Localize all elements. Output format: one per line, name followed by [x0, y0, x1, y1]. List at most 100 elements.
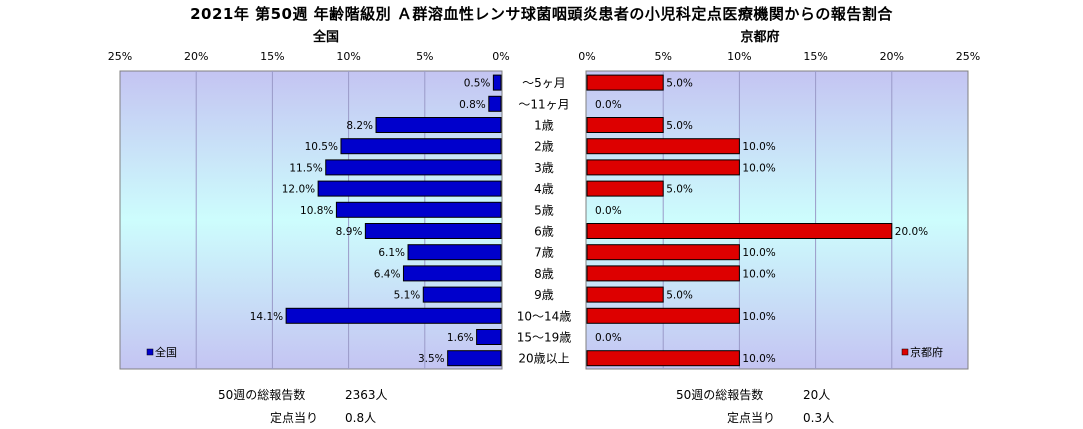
kyoto-data-label: 5.0% — [666, 78, 693, 90]
category-label: 2歳 — [534, 140, 554, 154]
national-bar — [447, 350, 502, 367]
national-per-label: 定点当り — [270, 411, 319, 425]
kyoto-data-label: 20.0% — [895, 226, 928, 238]
national-plot-area — [119, 70, 503, 370]
national-data-label: 3.5% — [418, 353, 445, 365]
national-tick-label: 15% — [260, 50, 284, 63]
national-bar — [335, 201, 502, 218]
national-data-label: 14.1% — [250, 311, 283, 323]
kyoto-data-label: 10.0% — [742, 247, 775, 259]
national-data-label: 10.8% — [300, 205, 333, 217]
national-data-label: 8.9% — [336, 226, 363, 238]
kyoto-total-value: 20人 — [803, 388, 831, 402]
category-label: 8歳 — [534, 267, 554, 281]
kyoto-tick-label: 25% — [956, 50, 980, 63]
kyoto-data-label: 5.0% — [666, 120, 693, 132]
national-bar — [375, 117, 502, 133]
kyoto-total-label: 50週の総報告数 — [676, 388, 764, 402]
kyoto-tick-label: 0% — [578, 50, 595, 63]
national-legend-label: 全国 — [155, 345, 177, 359]
category-label: ～5ヶ月 — [522, 76, 566, 90]
kyoto-bar — [586, 265, 740, 282]
national-bar — [407, 244, 502, 261]
kyoto-bar — [586, 74, 664, 91]
kyoto-bar — [586, 350, 740, 367]
category-label: 4歳 — [534, 182, 554, 196]
category-label: 1歳 — [534, 119, 554, 133]
kyoto-bar — [586, 117, 664, 133]
national-bar — [325, 159, 502, 176]
national-data-label: 5.1% — [394, 290, 421, 302]
kyoto-data-label: 5.0% — [666, 184, 693, 196]
national-data-label: 6.4% — [374, 268, 401, 280]
national-bar — [317, 180, 502, 197]
kyoto-data-label: 10.0% — [742, 268, 775, 280]
kyoto-data-label: 10.0% — [742, 353, 775, 365]
national-tick-label: 0% — [492, 50, 509, 63]
kyoto-tick-label: 5% — [654, 50, 671, 63]
national-bar — [422, 286, 502, 303]
category-label: 3歳 — [534, 161, 554, 175]
national-data-label: 11.5% — [289, 162, 322, 174]
kyoto-data-label: 5.0% — [666, 290, 693, 302]
kyoto-data-label: 10.0% — [742, 162, 775, 174]
national-tick-label: 5% — [416, 50, 433, 63]
kyoto-plot-area — [585, 70, 969, 370]
national-tick-label: 10% — [336, 50, 360, 63]
kyoto-bar — [586, 180, 664, 197]
national-data-label: 6.1% — [378, 247, 405, 259]
kyoto-per-label: 定点当り — [727, 411, 776, 425]
kyoto-panel-title: 京都府 — [740, 29, 779, 45]
category-label: 20歳以上 — [518, 352, 569, 366]
national-data-label: 1.6% — [447, 332, 474, 344]
national-bar — [340, 138, 502, 155]
national-bar — [492, 74, 502, 91]
kyoto-data-label: 0.0% — [595, 99, 622, 111]
kyoto-panel: 0% 5% 10% 15% 20% 25% 京都府 5.0% 0.0% 5.0% 10.0% 10.0… — [578, 29, 980, 370]
national-data-label: 0.5% — [464, 78, 491, 90]
kyoto-per-value: 0.3人 — [803, 411, 835, 425]
category-label: 9歳 — [534, 288, 554, 302]
kyoto-bar — [586, 138, 740, 155]
national-bar — [402, 265, 502, 282]
national-data-label: 0.8% — [459, 99, 486, 111]
national-data-label: 12.0% — [282, 184, 315, 196]
national-tick-label: 25% — [108, 50, 132, 63]
kyoto-legend-swatch — [901, 348, 909, 356]
chart-title: 2021年 第50週 年齢階級別 Ａ群溶血性レンサ球菌咽頭炎患者の小児科定点医療… — [190, 5, 893, 23]
kyoto-bar — [586, 223, 893, 239]
national-tick-label: 20% — [184, 50, 208, 63]
category-labels: ～5ヶ月 ～11ヶ月 1歳 2歳 3歳 4歳 5歳 6歳 7歳 8歳 9歳 10～14歳 15～19歳 2… — [517, 76, 572, 366]
kyoto-data-label: 0.0% — [595, 205, 622, 217]
national-panel: 0% 5% 10% 15% 20% 25% 全国 0.5% 0.8% 8.2% 10.5% 11.5%… — [108, 29, 510, 370]
national-bar — [364, 223, 502, 239]
kyoto-bar — [586, 159, 740, 176]
category-label: 5歳 — [534, 203, 554, 217]
kyoto-data-label: 10.0% — [742, 141, 775, 153]
category-label: 10～14歳 — [517, 309, 572, 323]
category-label: 15～19歳 — [517, 331, 572, 345]
national-bar — [488, 95, 502, 112]
kyoto-bar — [586, 286, 664, 303]
kyoto-data-label: 10.0% — [742, 311, 775, 323]
national-data-label: 8.2% — [346, 120, 373, 132]
national-bar — [476, 329, 502, 345]
national-legend-swatch — [146, 348, 154, 356]
kyoto-legend-label: 京都府 — [910, 345, 943, 359]
category-label: 7歳 — [534, 246, 554, 260]
national-panel-title: 全国 — [312, 29, 339, 45]
national-bar — [285, 307, 502, 324]
kyoto-data-label: 0.0% — [595, 332, 622, 344]
national-per-value: 0.8人 — [345, 411, 377, 425]
category-label: 6歳 — [534, 225, 554, 239]
national-data-label: 10.5% — [305, 141, 338, 153]
kyoto-tick-label: 15% — [803, 50, 827, 63]
category-label: ～11ヶ月 — [518, 97, 569, 111]
kyoto-bar — [586, 307, 740, 324]
national-total-value: 2363人 — [345, 388, 388, 402]
kyoto-tick-label: 10% — [727, 50, 751, 63]
kyoto-bar — [586, 244, 740, 261]
national-total-label: 50週の総報告数 — [218, 388, 306, 402]
kyoto-tick-label: 20% — [880, 50, 904, 63]
